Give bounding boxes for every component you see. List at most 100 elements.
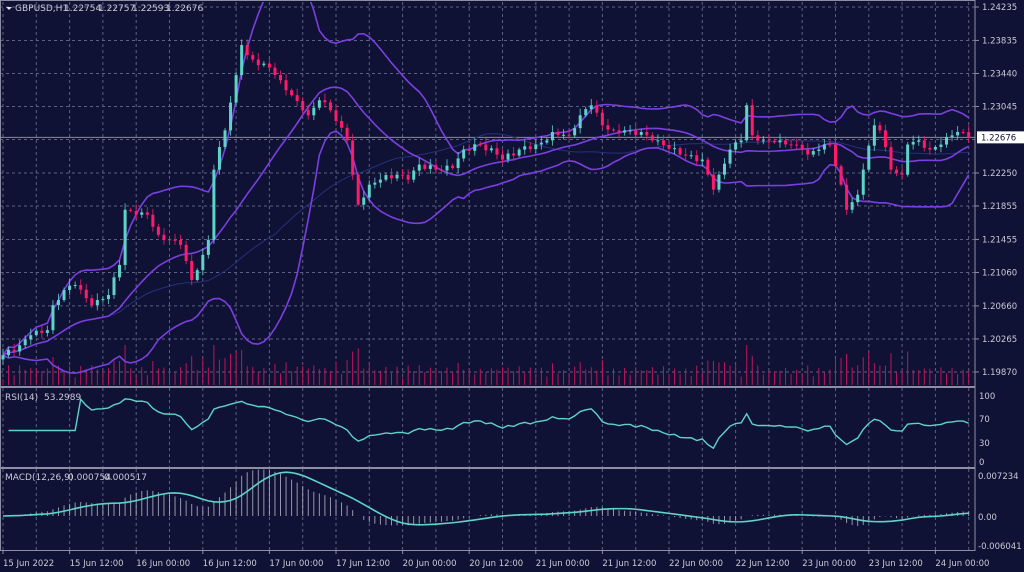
candle <box>156 223 160 238</box>
candle <box>328 99 332 113</box>
candle-body <box>84 289 88 299</box>
price-tick-label: 1.20265 <box>982 335 1017 345</box>
candle-body <box>340 120 344 128</box>
candle <box>695 150 699 166</box>
candle <box>906 142 910 177</box>
panel-frame <box>0 387 976 468</box>
candle-body <box>906 144 910 175</box>
candle <box>290 88 294 97</box>
time-tick-label: 21 Jun 12:00 <box>602 559 656 569</box>
candle-body <box>362 197 366 205</box>
candle-body <box>40 330 44 333</box>
candle <box>112 272 116 299</box>
candle <box>168 236 171 243</box>
candle <box>134 204 138 221</box>
candle-body <box>534 144 538 150</box>
candle-body <box>872 125 876 146</box>
candle-body <box>62 290 66 301</box>
candle-body <box>778 140 782 143</box>
candle-body <box>711 174 715 190</box>
candle-body <box>129 209 133 211</box>
candle-body <box>45 330 49 333</box>
candle-body <box>417 164 421 171</box>
candle-body <box>639 132 643 135</box>
triangle-down-icon[interactable] <box>6 7 12 10</box>
candle-body <box>290 90 294 96</box>
candle-body <box>423 164 427 169</box>
candle-body <box>29 335 33 340</box>
candle-body <box>784 140 788 145</box>
candle <box>656 134 660 146</box>
price-tick-label: 1.20660 <box>982 302 1017 312</box>
candle-body <box>578 115 582 129</box>
candle-body <box>506 153 510 160</box>
candle-body <box>822 144 826 150</box>
candle <box>68 279 72 296</box>
candle-body <box>106 295 110 300</box>
time-tick-label: 17 Jun 00:00 <box>269 559 323 569</box>
candle <box>101 296 105 303</box>
candle <box>173 233 177 245</box>
candle-body <box>617 130 621 133</box>
candle-body <box>800 144 804 150</box>
candle-body <box>756 135 760 141</box>
candle-body <box>18 345 22 352</box>
candle <box>939 137 943 153</box>
time-tick-label: 24 Jun 00:00 <box>935 559 989 569</box>
candle-body <box>206 239 210 255</box>
candle-body <box>179 239 183 245</box>
candle-body <box>600 112 604 126</box>
candle-body <box>539 142 543 145</box>
candle-body <box>678 148 682 155</box>
bollinger-lower-band <box>2 130 970 374</box>
candle <box>406 169 410 185</box>
volume-bars <box>2 345 970 385</box>
candle <box>162 228 166 245</box>
candle <box>528 141 532 153</box>
candle <box>634 124 638 140</box>
macd-tick-label: 0.00 <box>978 513 997 523</box>
candle <box>434 160 438 174</box>
candle <box>617 123 621 138</box>
candle <box>550 125 554 146</box>
candle <box>423 162 427 171</box>
candle <box>451 163 455 170</box>
candle <box>600 108 604 129</box>
candle-body <box>323 100 327 103</box>
candle <box>689 150 693 159</box>
candle <box>867 143 871 172</box>
candle <box>856 189 860 207</box>
candle-body <box>439 169 443 171</box>
candle-body <box>745 105 749 141</box>
candle <box>201 248 205 276</box>
low-value: 1.22593 <box>132 4 169 14</box>
time-tick-label: 22 Jun 00:00 <box>669 559 723 569</box>
candle <box>900 166 904 180</box>
rsi-tick-label: 30 <box>979 439 990 449</box>
candle-body <box>650 135 654 141</box>
candle-body <box>761 140 765 142</box>
candle <box>650 132 654 143</box>
candle-body <box>378 179 382 183</box>
candle <box>717 171 721 193</box>
candle <box>889 141 893 175</box>
candle <box>412 167 416 183</box>
candle <box>761 135 765 145</box>
candle-body <box>856 194 860 203</box>
candle <box>279 70 282 84</box>
candle-body <box>645 132 649 136</box>
candle-body <box>478 144 482 146</box>
candle <box>739 133 743 148</box>
candle-body <box>933 147 937 150</box>
candle-body <box>234 75 238 103</box>
time-tick-label: 16 Jun 12:00 <box>203 559 257 569</box>
candle-body <box>867 145 871 170</box>
candle <box>1 348 5 365</box>
candle <box>734 138 738 153</box>
candle-body <box>73 285 77 287</box>
candle-body <box>545 140 549 143</box>
candle-body <box>390 175 393 179</box>
candle-body <box>267 63 271 68</box>
candle-body <box>950 135 954 138</box>
